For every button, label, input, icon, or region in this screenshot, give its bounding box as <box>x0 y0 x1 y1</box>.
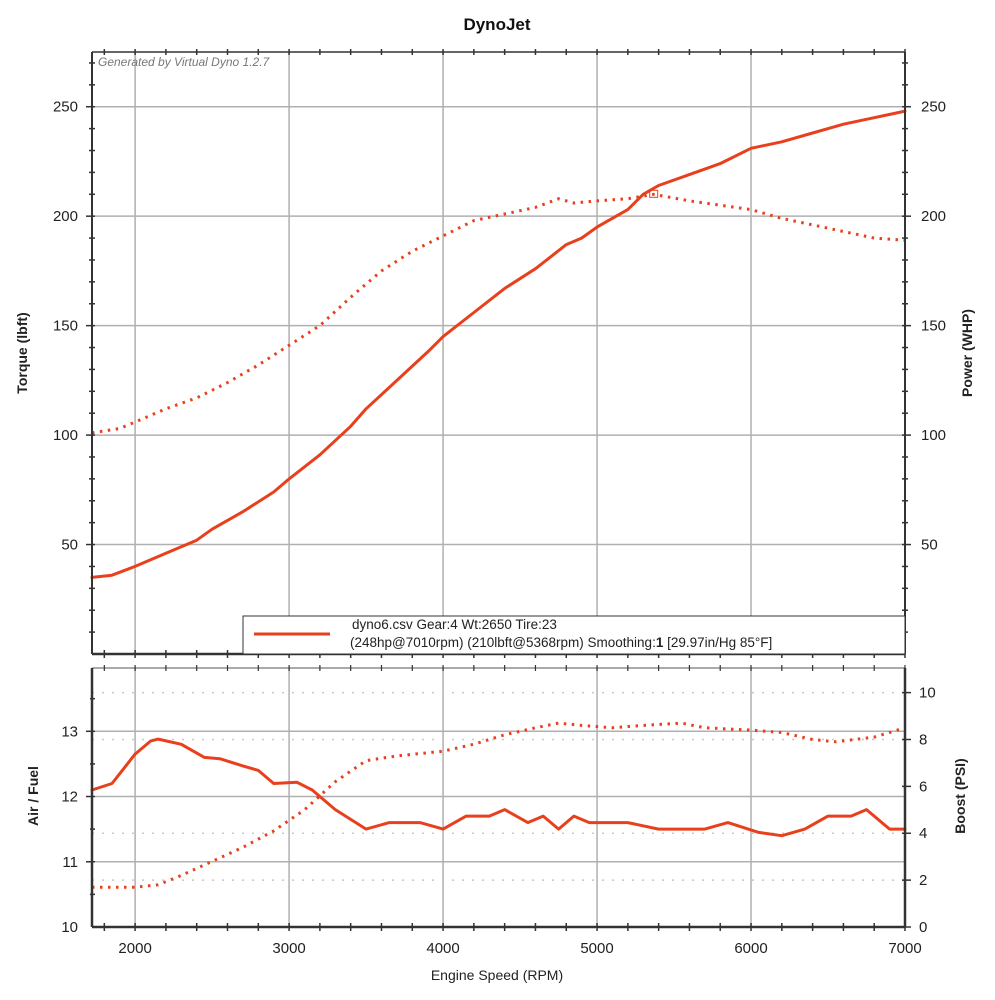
x-tick-label: 4000 <box>426 940 459 957</box>
right-y-tick-label: 200 <box>921 208 946 225</box>
x-tick-label: 5000 <box>580 940 613 957</box>
legend-box <box>242 615 906 655</box>
legend-line2-smoothing: 1 <box>656 635 664 650</box>
legend-line2: (248hp@7010rpm) (210lbft@5368rpm) Smooth… <box>350 635 772 650</box>
power-axis-title: Power (WHP) <box>959 309 975 397</box>
boost-tick-label: 6 <box>919 778 927 795</box>
top-plot-area <box>92 52 905 654</box>
right-y-tick-label: 100 <box>921 427 946 444</box>
top-grid <box>92 52 906 654</box>
left-y-tick-label: 100 <box>53 427 78 444</box>
x-axis-title: Engine Speed (RPM) <box>431 967 563 983</box>
boost-axis-title: Boost (PSI) <box>952 758 968 833</box>
peak-torque-marker <box>649 189 659 198</box>
boost-tick-label: 0 <box>919 919 927 936</box>
top-series <box>90 109 907 579</box>
power-line <box>90 109 907 579</box>
left-y-tick-label: 200 <box>53 208 78 225</box>
torque-line <box>91 192 906 435</box>
watermark-text: Generated by Virtual Dyno 1.2.7 <box>98 55 271 69</box>
afr-tick-label: 13 <box>61 723 78 740</box>
x-tick-label: 6000 <box>734 940 767 957</box>
legend-line1: dyno6.csv Gear:4 Wt:2650 Tire:23 <box>352 617 557 632</box>
boost-line <box>92 721 906 889</box>
air-fuel-line <box>90 737 907 838</box>
boost-tick-label: 4 <box>919 825 927 842</box>
boost-tick-label: 8 <box>919 731 927 748</box>
x-tick-label: 2000 <box>118 940 151 957</box>
air-fuel-axis-title: Air / Fuel <box>25 766 41 826</box>
afr-tick-label: 10 <box>61 919 78 936</box>
top-panel: Generated by Virtual Dyno 1.2.7 50 50 100 1… <box>14 49 975 658</box>
bottom-axes: 10 11 12 13 0 2 4 6 8 10 2000 3000 4000 5000 6000 7000 <box>61 665 936 957</box>
x-tick-label: 3000 <box>272 940 305 957</box>
x-tick-label: 7000 <box>888 940 921 957</box>
afr-tick-label: 12 <box>61 789 78 806</box>
right-y-tick-label: 150 <box>921 318 946 335</box>
bottom-plot-area <box>92 668 905 927</box>
chart-title: DynoJet <box>463 15 530 34</box>
bottom-grid <box>92 668 906 927</box>
legend-line2-prefix: (248hp@7010rpm) (210lbft@5368rpm) Smooth… <box>350 635 656 650</box>
left-y-tick-label: 50 <box>61 537 78 554</box>
boost-tick-label: 10 <box>919 685 936 702</box>
torque-axis-title: Torque (lbft) <box>14 312 30 393</box>
afr-tick-label: 11 <box>62 854 78 871</box>
legend-line2-suffix: [29.97in/Hg 85°F] <box>663 635 772 650</box>
left-y-tick-label: 250 <box>53 99 78 116</box>
left-y-tick-label: 150 <box>53 318 78 335</box>
right-y-tick-label: 250 <box>921 99 946 116</box>
boost-tick-label: 2 <box>919 872 927 889</box>
bottom-series <box>90 721 907 889</box>
right-y-tick-label: 50 <box>921 537 938 554</box>
legend: dyno6.csv Gear:4 Wt:2650 Tire:23 (248hp@… <box>242 615 906 655</box>
